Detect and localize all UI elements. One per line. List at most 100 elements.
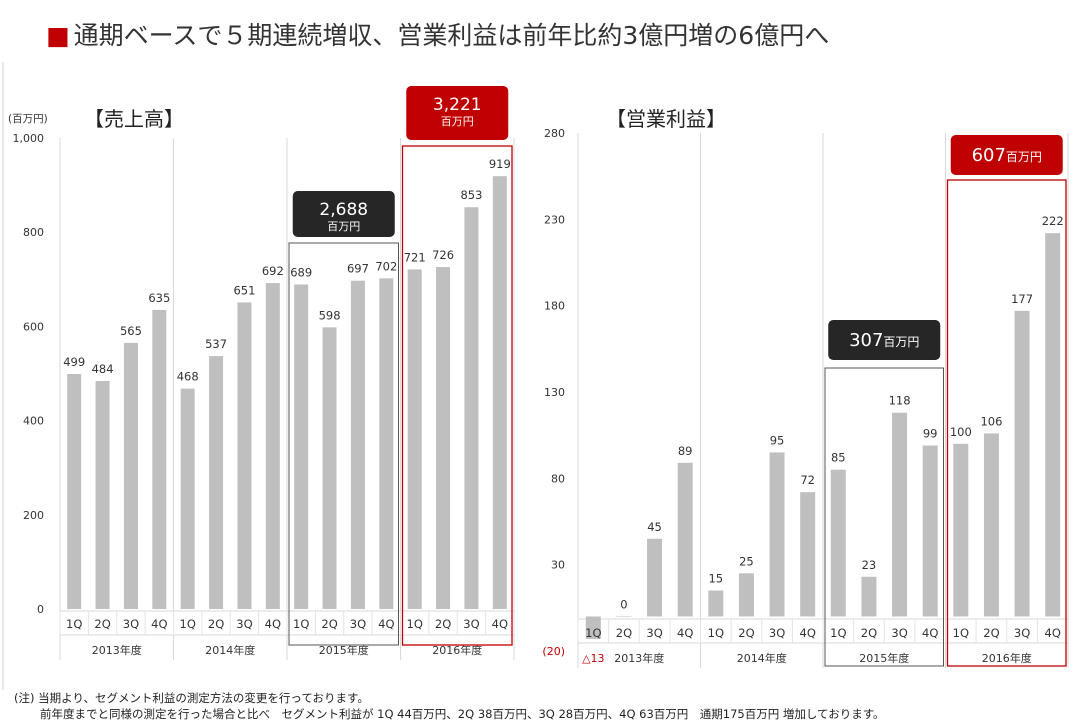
x-tick-label: 3Q <box>463 617 479 631</box>
data-label: 45 <box>647 520 662 534</box>
data-label: 635 <box>148 291 170 305</box>
bar <box>152 309 167 609</box>
bar <box>322 327 337 609</box>
bar <box>738 573 754 617</box>
chart-title: 【売上高】 <box>84 107 184 131</box>
data-label: 177 <box>1011 292 1033 306</box>
square-bullet-icon: ■ <box>46 21 70 50</box>
x-tick-label: 2Q <box>983 626 999 640</box>
bar <box>616 616 632 617</box>
y-tick-label: 130 <box>544 386 565 399</box>
y-tick-label: (20) <box>542 645 565 658</box>
bar <box>585 616 601 639</box>
bar <box>708 590 724 617</box>
x-tick-label: 2Q <box>208 617 224 631</box>
callout-unit: 百万円 <box>327 220 360 233</box>
x-tick-label: 1Q <box>585 626 601 640</box>
callout-box <box>292 191 395 237</box>
data-label: 468 <box>177 370 199 384</box>
data-label: 499 <box>63 355 85 369</box>
data-label: 721 <box>404 250 426 264</box>
x-tick-label: 4Q <box>922 626 938 640</box>
data-label: 85 <box>831 451 846 465</box>
callout-value: 3,221 <box>433 95 482 115</box>
bar <box>647 538 663 617</box>
data-label: 692 <box>262 264 284 278</box>
x-tick-label: 3Q <box>123 617 139 631</box>
year-label: 2016年度 <box>982 651 1032 665</box>
callout-value: 307 <box>849 330 883 351</box>
data-label-negative: △13 <box>582 652 604 665</box>
highlight-frame <box>288 242 399 646</box>
data-label: 537 <box>205 337 227 351</box>
x-tick-label: 4Q <box>492 617 508 631</box>
bar <box>464 207 479 609</box>
data-label: 106 <box>980 414 1002 428</box>
bar <box>209 356 224 609</box>
data-label: 25 <box>739 554 754 568</box>
bar <box>123 342 138 609</box>
data-label: 919 <box>489 157 511 171</box>
bar <box>67 373 82 609</box>
bar <box>1014 310 1030 617</box>
year-label: 2013年度 <box>614 651 664 665</box>
callout-text: 307百万円 <box>849 330 919 351</box>
bar <box>677 462 693 617</box>
year-label: 2014年度 <box>737 651 787 665</box>
bar <box>953 443 969 617</box>
data-label: 72 <box>800 473 815 487</box>
bar <box>1045 233 1061 617</box>
x-tick-label: 1Q <box>180 617 196 631</box>
bar <box>892 412 908 617</box>
x-tick-label: 1Q <box>66 617 82 631</box>
chart-title: 【営業利益】 <box>606 107 726 131</box>
highlight-frame-red <box>401 145 513 646</box>
bar <box>492 176 507 609</box>
data-label: 565 <box>120 324 142 338</box>
bar <box>379 278 394 609</box>
y-tick-label: 0 <box>37 603 44 616</box>
headline: ■ 通期ベースで５期連続増収、営業利益は前年比約3億円増の6億円へ <box>46 16 829 52</box>
bar <box>237 302 252 609</box>
data-label: 484 <box>92 362 114 376</box>
bar <box>983 433 999 617</box>
callout-box <box>828 320 941 360</box>
y-tick-label: 280 <box>544 127 565 140</box>
x-tick-label: 2Q <box>435 617 451 631</box>
year-label: 2015年度 <box>319 643 369 657</box>
x-tick-label: 1Q <box>830 626 846 640</box>
bar <box>180 388 195 609</box>
data-label: 697 <box>347 262 369 276</box>
bar <box>265 283 280 609</box>
footnote-line-2: 前年度までと同様の測定を行った場合と比べ セグメント利益が 1Q 44百万円、2… <box>40 707 885 721</box>
x-tick-label: 1Q <box>407 617 423 631</box>
y-tick-label: 200 <box>23 509 44 522</box>
data-label: 222 <box>1042 214 1064 228</box>
data-label: 726 <box>432 248 454 262</box>
y-axis-unit-label: (百万円) <box>8 113 48 125</box>
x-tick-label: 2Q <box>616 626 632 640</box>
highlight-frame-red <box>946 179 1067 667</box>
data-label: 95 <box>770 433 785 447</box>
bar <box>95 381 110 609</box>
y-tick-label: 180 <box>544 300 565 313</box>
y-tick-label: 230 <box>544 213 565 226</box>
x-tick-label: 3Q <box>350 617 366 631</box>
callout-value: 607 <box>972 145 1006 166</box>
data-label: 23 <box>862 558 877 572</box>
x-tick-label: 2Q <box>738 626 754 640</box>
sales-chart: 【売上高】 (百万円) 0 200 400 600 800 1,000 499 1Q 484 2Q 56… <box>8 86 515 660</box>
bar <box>350 280 365 609</box>
bar <box>830 469 846 617</box>
callout-unit: 百万円 <box>883 335 919 349</box>
bar <box>294 284 309 609</box>
x-tick-label: 2Q <box>94 617 110 631</box>
callout-unit: 百万円 <box>441 115 474 128</box>
year-label: 2015年度 <box>859 651 909 665</box>
x-tick-label: 3Q <box>891 626 907 640</box>
bar <box>800 492 816 617</box>
x-tick-label: 1Q <box>953 626 969 640</box>
x-tick-label: 3Q <box>769 626 785 640</box>
x-tick-label: 3Q <box>646 626 662 640</box>
y-tick-label: 80 <box>551 472 565 485</box>
